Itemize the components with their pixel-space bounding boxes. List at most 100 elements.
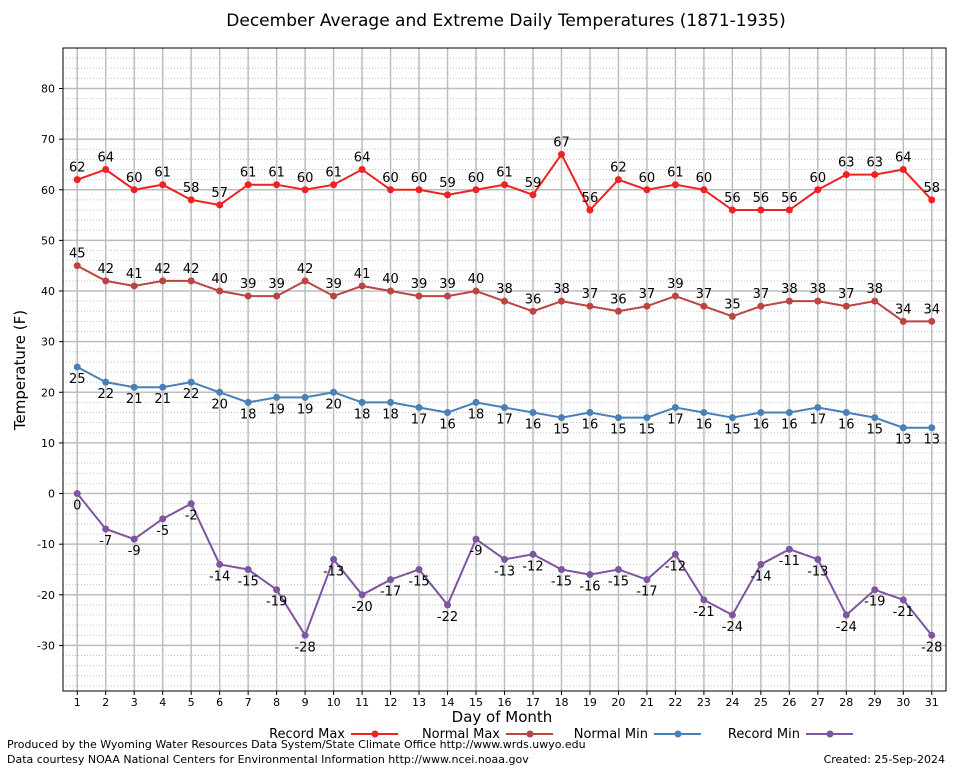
record-min-data-label: -19	[864, 595, 885, 610]
record-max-data-label: 61	[154, 166, 171, 181]
normal-max-data-label: 39	[240, 277, 257, 292]
record-min-data-label: -13	[323, 564, 344, 579]
y-tick-label: -30	[37, 639, 55, 652]
normal-min-data-label: 22	[97, 387, 114, 402]
record-max-data-label: 60	[126, 171, 143, 186]
x-tick-label: 15	[469, 696, 483, 709]
record-min-point	[899, 596, 907, 604]
record-max-point	[472, 186, 480, 194]
x-tick-label: 10	[327, 696, 341, 709]
normal-min-point	[358, 398, 366, 406]
record-max-data-label: 58	[183, 181, 200, 196]
y-tick-label: -20	[37, 589, 55, 602]
normal-max-data-label: 37	[582, 287, 599, 302]
normal-max-data-label: 42	[97, 262, 114, 277]
record-min-point	[728, 611, 736, 619]
normal-min-data-label: 21	[126, 392, 143, 407]
record-max-point	[330, 181, 338, 189]
normal-max-data-label: 37	[696, 287, 713, 302]
normal-max-point	[273, 292, 281, 300]
normal-max-data-label: 36	[525, 292, 542, 307]
normal-max-point	[358, 282, 366, 290]
normal-min-point	[330, 388, 338, 396]
record-min-data-label: -7	[99, 534, 112, 549]
normal-max-point	[586, 302, 594, 310]
record-min-data-label: 0	[73, 499, 81, 514]
x-tick-label: 22	[668, 696, 682, 709]
normal-min-data-label: 19	[268, 402, 285, 417]
normal-min-point	[130, 383, 138, 391]
x-tick-label: 7	[245, 696, 252, 709]
record-max-data-label: 60	[411, 171, 428, 186]
record-min-data-label: -21	[693, 605, 714, 620]
x-tick-label: 26	[782, 696, 796, 709]
y-tick-label: 0	[48, 488, 55, 501]
normal-min-data-label: 16	[582, 418, 599, 433]
legend: Record Max Normal Max Normal Min Record Min	[269, 727, 853, 742]
x-tick-label: 5	[188, 696, 195, 709]
normal-max-data-label: 39	[667, 277, 684, 292]
record-min-point	[244, 565, 252, 573]
normal-min-point	[785, 409, 793, 417]
normal-max-data-label: 35	[724, 297, 741, 312]
record-max-data-label: 62	[69, 161, 86, 176]
normal-max-point	[444, 292, 452, 300]
normal-max-data-label: 37	[753, 287, 770, 302]
record-min-data-label: -9	[128, 544, 141, 559]
record-min-point	[130, 535, 138, 543]
normal-max-point	[643, 302, 651, 310]
normal-min-point	[244, 398, 252, 406]
record-max-data-label: 58	[923, 181, 940, 196]
y-tick-label: 60	[41, 184, 55, 197]
normal-max-data-label: 37	[639, 287, 656, 302]
record-max-data-label: 56	[582, 191, 599, 206]
record-min-data-label: -2	[185, 509, 198, 524]
normal-min-data-label: 16	[696, 418, 713, 433]
normal-min-data-label: 15	[610, 423, 627, 438]
normal-min-data-label: 25	[69, 372, 86, 387]
record-max-point	[928, 196, 936, 204]
x-tick-label: 17	[526, 696, 540, 709]
record-max-point	[586, 206, 594, 214]
normal-min-point	[757, 409, 765, 417]
normal-max-point	[244, 292, 252, 300]
normal-min-point	[728, 414, 736, 422]
record-max-data-label: 63	[867, 156, 884, 171]
legend-label-normal-max: Normal Max	[422, 727, 500, 742]
normal-max-point	[728, 312, 736, 320]
record-max-data-label: 64	[97, 151, 114, 166]
normal-max-point	[842, 302, 850, 310]
x-tick-label: 18	[554, 696, 568, 709]
record-min-point	[757, 560, 765, 568]
normal-max-data-label: 38	[810, 282, 827, 297]
record-min-point	[614, 565, 622, 573]
record-max-data-label: 61	[325, 166, 342, 181]
normal-min-data-label: 16	[781, 418, 798, 433]
legend-marker-normal-min	[674, 730, 682, 738]
footer-created-date: Created: 25-Sep-2024	[824, 753, 945, 766]
normal-min-point	[671, 403, 679, 411]
normal-min-data-label: 20	[325, 397, 342, 412]
normal-min-data-label: 16	[439, 418, 456, 433]
normal-max-point	[757, 302, 765, 310]
record-min-point	[557, 565, 565, 573]
x-tick-label: 12	[384, 696, 398, 709]
record-min-point	[73, 490, 81, 498]
record-max-point	[671, 181, 679, 189]
normal-min-point	[614, 414, 622, 422]
record-min-point	[785, 545, 793, 553]
normal-min-point	[899, 424, 907, 432]
record-max-point	[244, 181, 252, 189]
record-max-data-label: 60	[382, 171, 399, 186]
normal-max-data-label: 38	[496, 282, 513, 297]
plot-frame	[62, 47, 947, 692]
x-tick-label: 20	[611, 696, 625, 709]
normal-max-point	[671, 292, 679, 300]
record-min-point	[871, 586, 879, 594]
record-max-data-label: 64	[354, 151, 371, 166]
normal-max-data-label: 45	[69, 247, 86, 262]
record-min-point	[159, 515, 167, 523]
legend-label-normal-min: Normal Min	[574, 727, 648, 742]
normal-max-point	[387, 287, 395, 295]
